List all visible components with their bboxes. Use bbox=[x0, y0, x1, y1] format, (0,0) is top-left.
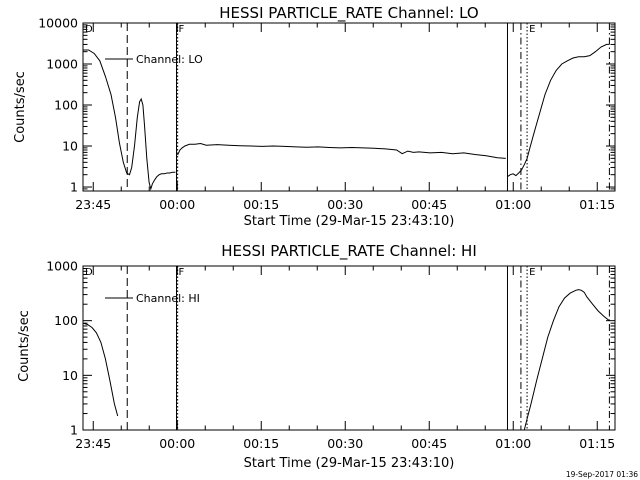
chart-panel-hi: HESSI PARTICLE_RATE Channel: HI Counts/s… bbox=[17, 242, 616, 471]
y-tick-label-lo: 10 bbox=[62, 139, 78, 154]
x-tick-label-hi: 00:00 bbox=[159, 436, 195, 451]
plot-area-hi: 1 10 100 1000 23:45 00:00 00:15 00:30 00:45 01:00… bbox=[46, 259, 616, 451]
y-tick-label-lo: 10000 bbox=[38, 16, 78, 31]
x-tick-label-lo: 01:15 bbox=[579, 197, 615, 212]
x-axis-label-hi: Start Time (29-Mar-15 23:43:10) bbox=[244, 456, 455, 471]
x-tick-label-lo: 00:45 bbox=[411, 197, 447, 212]
marker-label-lo: D bbox=[85, 24, 93, 35]
x-tick-label-hi: 00:30 bbox=[327, 436, 363, 451]
data-line-lo bbox=[507, 43, 610, 178]
legend-label-lo: Channel: LO bbox=[136, 53, 203, 66]
y-axis-label-hi: Counts/sec bbox=[17, 310, 32, 382]
legend-label-hi: Channel: HI bbox=[136, 292, 200, 305]
data-line-lo bbox=[177, 142, 506, 159]
data-line-hi bbox=[523, 289, 610, 431]
marker-label-hi: E bbox=[529, 267, 535, 278]
x-tick-label-lo: 01:00 bbox=[495, 197, 531, 212]
chart-panel-lo: HESSI PARTICLE_RATE Channel: LO Counts/s… bbox=[13, 4, 616, 229]
marker-label-hi: D bbox=[85, 267, 93, 278]
y-tick-label-lo: 1000 bbox=[46, 57, 78, 72]
chart-title-lo: HESSI PARTICLE_RATE Channel: LO bbox=[219, 4, 478, 23]
x-tick-label-lo: 00:00 bbox=[159, 197, 195, 212]
x-tick-label-hi: 23:45 bbox=[75, 436, 111, 451]
plot-area-lo: 1 10 100 1000 10000 23:45 00:00 00:15 00:30 00:45… bbox=[38, 16, 616, 212]
data-line-lo bbox=[83, 49, 176, 191]
x-tick-label-lo: 00:15 bbox=[243, 197, 279, 212]
marker-label-hi: F bbox=[179, 267, 185, 278]
y-tick-label-lo: 100 bbox=[54, 98, 78, 113]
x-tick-label-hi: 00:15 bbox=[243, 436, 279, 451]
x-axis-label-lo: Start Time (29-Mar-15 23:43:10) bbox=[244, 214, 455, 229]
x-tick-label-lo: 00:30 bbox=[327, 197, 363, 212]
y-axis-label-lo: Counts/sec bbox=[13, 71, 28, 143]
x-tick-label-hi: 01:15 bbox=[579, 436, 615, 451]
y-tick-label-lo: 1 bbox=[70, 180, 78, 195]
x-tick-label-lo: 23:45 bbox=[75, 197, 111, 212]
y-tick-label-hi: 10 bbox=[62, 368, 78, 383]
marker-label-lo: F bbox=[179, 24, 185, 35]
x-tick-label-hi: 00:45 bbox=[411, 436, 447, 451]
timestamp-label: 19-Sep-2017 01:36 bbox=[566, 470, 638, 479]
chart-title-hi: HESSI PARTICLE_RATE Channel: HI bbox=[221, 242, 477, 261]
y-tick-label-hi: 1 bbox=[70, 423, 78, 438]
y-tick-label-hi: 1000 bbox=[46, 259, 78, 274]
x-tick-label-hi: 01:00 bbox=[495, 436, 531, 451]
marker-label-lo: E bbox=[529, 24, 535, 35]
data-line-hi bbox=[82, 322, 119, 417]
y-tick-label-hi: 100 bbox=[54, 313, 78, 328]
